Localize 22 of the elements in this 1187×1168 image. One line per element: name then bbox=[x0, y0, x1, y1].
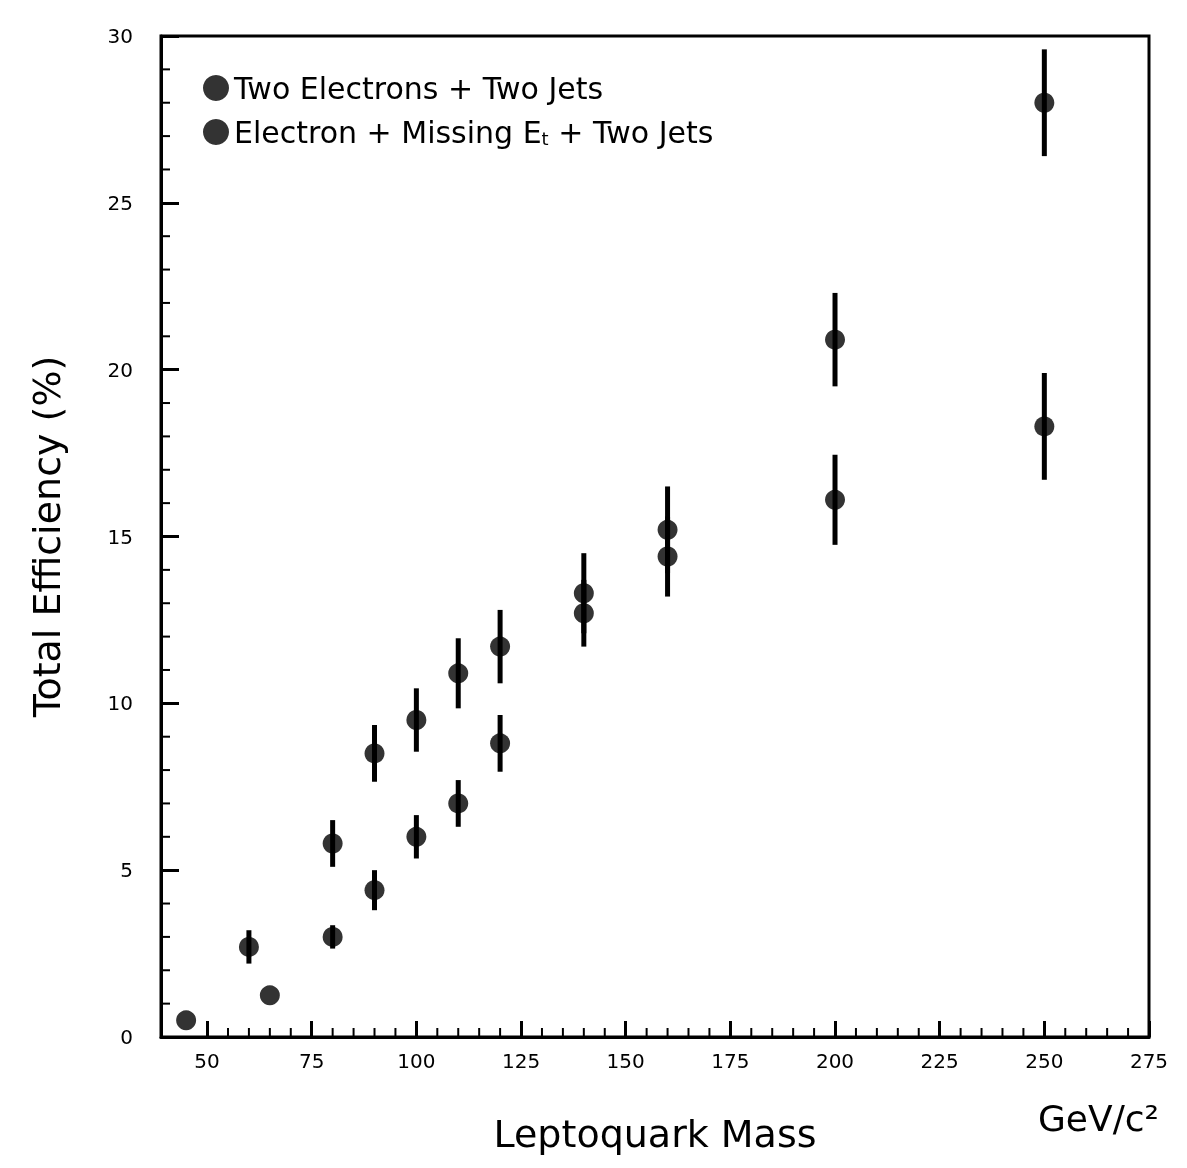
x-tick-label: 225 bbox=[920, 1049, 959, 1073]
y-tick-label: 15 bbox=[107, 524, 133, 549]
x-tick-label: 200 bbox=[815, 1049, 855, 1073]
x-tick-label: 100 bbox=[397, 1049, 436, 1073]
legend-label: Electron + Missing Et + Two Jets bbox=[234, 114, 714, 150]
x-tick-label: 50 bbox=[194, 1049, 220, 1073]
y-tick-label: 30 bbox=[107, 24, 133, 48]
y-tick-label: 5 bbox=[120, 858, 133, 883]
x-tick-label: 150 bbox=[606, 1049, 645, 1073]
y-axis-title: Total Efficiency (%) bbox=[25, 355, 69, 719]
x-tick-label: 275 bbox=[1129, 1049, 1169, 1073]
y-tick-label: 25 bbox=[107, 190, 133, 215]
y-tick-label: 10 bbox=[107, 691, 133, 716]
x-tick-label: 175 bbox=[711, 1049, 750, 1073]
x-tick-label: 125 bbox=[501, 1049, 541, 1073]
y-tick-label: 20 bbox=[107, 357, 133, 382]
x-axis-title: Leptoquark Mass bbox=[493, 1112, 817, 1156]
x-tick-label: 250 bbox=[1025, 1049, 1064, 1073]
x-tick-label: 75 bbox=[298, 1049, 325, 1073]
y-tick-label: 0 bbox=[120, 1025, 133, 1049]
legend-label: Two Electrons + Two Jets bbox=[233, 70, 604, 106]
text: GeV/c² bbox=[1037, 1097, 1160, 1139]
